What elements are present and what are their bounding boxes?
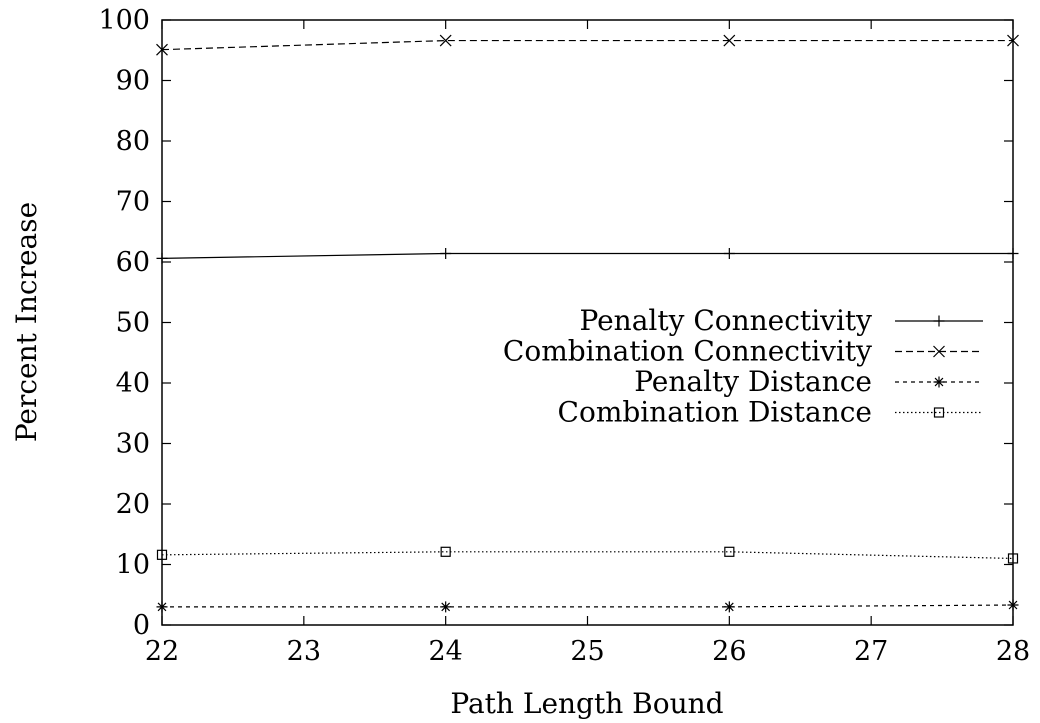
y-tick-label: 70 [116, 187, 150, 218]
data-point [723, 248, 735, 260]
series-penalty-distance [156, 599, 1019, 613]
x-tick-label: 25 [570, 636, 604, 667]
y-tick-label: 90 [116, 66, 150, 97]
y-tick-label: 100 [98, 5, 150, 36]
x-axis-label: Path Length Bound [450, 687, 723, 720]
legend-entry: Combination Connectivity [503, 335, 983, 368]
y-tick-label: 60 [116, 247, 150, 278]
y-axis-label: Percent Increase [10, 202, 43, 442]
y-tick-label: 40 [116, 368, 150, 399]
legend-marker [933, 345, 945, 358]
data-point [440, 546, 451, 557]
series-line [162, 604, 1014, 608]
legend-marker [933, 376, 945, 388]
series-combination-distance [156, 546, 1019, 564]
y-tick-label: 10 [116, 550, 150, 581]
x-tick-label: 22 [145, 636, 179, 667]
data-point [1007, 599, 1019, 611]
y-tick-label: 0 [133, 610, 150, 641]
data-point [723, 34, 736, 47]
legend-marker [933, 315, 945, 327]
data-point [439, 34, 452, 47]
legend-label: Penalty Connectivity [580, 304, 873, 337]
series-penalty-connectivity [156, 248, 1019, 264]
data-point [156, 601, 168, 613]
legend-entry: Penalty Connectivity [580, 304, 983, 337]
legend-entry: Penalty Distance [634, 365, 983, 398]
data-point [723, 601, 735, 613]
y-tick-label: 80 [116, 126, 150, 157]
data-point [1007, 248, 1019, 260]
y-tick-label: 20 [116, 489, 150, 520]
data-point [1007, 553, 1019, 564]
y-tick-label: 30 [116, 429, 150, 460]
data-point [156, 252, 168, 264]
x-tick-label: 23 [287, 636, 321, 667]
y-tick-label: 50 [116, 308, 150, 339]
x-tick-label: 26 [712, 636, 746, 667]
legend-entry: Combination Distance [558, 396, 983, 429]
legend-marker [933, 407, 945, 418]
series-line [161, 39, 1013, 51]
series-line [161, 551, 1014, 560]
series-combination-connectivity [156, 34, 1019, 56]
x-tick-label: 24 [428, 636, 462, 667]
legend-label: Penalty Distance [634, 365, 872, 398]
data-point [156, 549, 168, 560]
legend-label: Combination Connectivity [503, 335, 872, 368]
legend-label: Combination Distance [558, 396, 872, 429]
data-point [440, 248, 452, 260]
data-point [440, 601, 452, 613]
data-point [1007, 34, 1019, 47]
data-point [724, 546, 735, 557]
series-line [161, 252, 1013, 259]
data-point [156, 43, 168, 56]
x-tick-label: 27 [854, 636, 888, 667]
x-tick-label: 28 [996, 636, 1030, 667]
